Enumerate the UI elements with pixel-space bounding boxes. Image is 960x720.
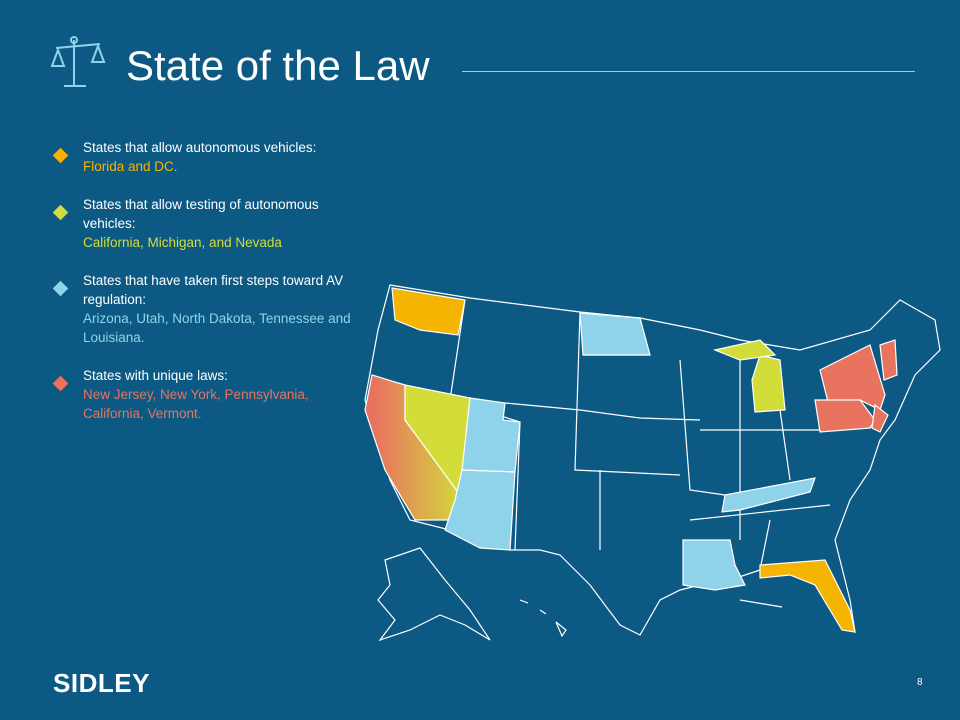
legend-states: Arizona, Utah, North Dakota, Tennessee a… xyxy=(83,311,351,345)
logo: SIDLEY xyxy=(53,668,150,698)
title: State of the Law xyxy=(126,42,430,89)
legend-states: Florida and DC. xyxy=(83,159,178,174)
scales-icon xyxy=(50,36,106,87)
legend-states: California, Michigan, and Nevada xyxy=(83,235,282,250)
page-number: 8 xyxy=(917,677,923,688)
legend-label: States that allow autonomous vehicles: xyxy=(83,140,317,155)
legend-states: New Jersey, New York, Pennsylvania, Cali… xyxy=(83,387,309,421)
title-rule xyxy=(462,71,915,72)
legend-item: States that allow autonomous vehicles: Fl… xyxy=(52,138,372,176)
legend-label: States that have taken first steps towar… xyxy=(83,273,344,307)
legend-item: States that have taken first steps towar… xyxy=(52,271,372,347)
legend-label: States with unique laws: xyxy=(83,368,228,383)
legend-item: States that allow testing of autonomous … xyxy=(52,195,372,252)
legend: States that allow autonomous vehicles: Fl… xyxy=(52,138,372,442)
legend-item: States with unique laws: New Jersey, New … xyxy=(52,366,372,423)
legend-label: States that allow testing of autonomous … xyxy=(83,197,319,231)
